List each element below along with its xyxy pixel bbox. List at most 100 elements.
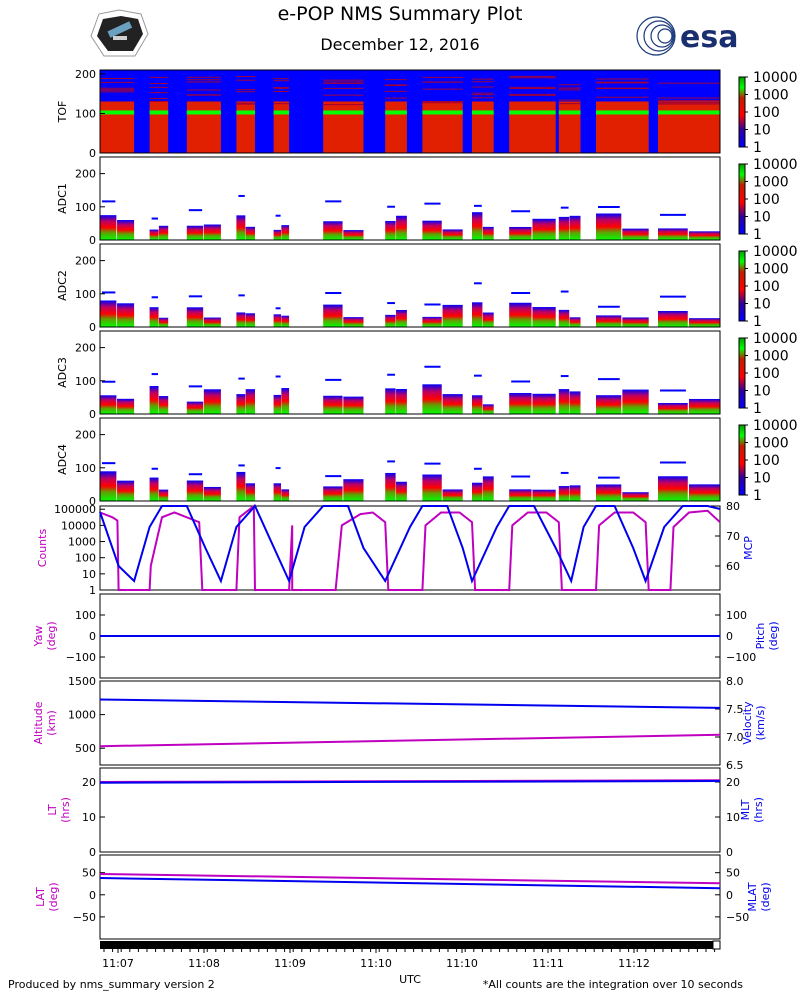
spectrogram-y-tick-label: 200 bbox=[75, 342, 96, 355]
tof-burst bbox=[596, 101, 649, 153]
mlt-ylabel-unit: (hrs) bbox=[752, 797, 765, 823]
x-tick-label: 11:10 bbox=[446, 957, 478, 970]
pitch-tick-label: −100 bbox=[726, 651, 756, 664]
adc-burst bbox=[149, 229, 159, 240]
colorbar-tick-label: 1000 bbox=[753, 436, 789, 452]
tof-burst-band bbox=[149, 110, 169, 115]
adc-burst bbox=[532, 393, 556, 414]
yaw-tick-label: 0 bbox=[89, 630, 96, 643]
adc-burst bbox=[569, 317, 581, 327]
esa-logo-text: esa bbox=[680, 20, 738, 55]
colorbar-tick-label: 10 bbox=[753, 297, 771, 313]
spectrogram-y-tick-label: 100 bbox=[75, 107, 96, 120]
velocity-tick-label: 8.0 bbox=[726, 675, 744, 688]
lt-ylabel-unit: (hrs) bbox=[59, 797, 72, 823]
colorbar-tick-label: 1 bbox=[753, 314, 762, 330]
colorbar-tick-label: 100 bbox=[753, 453, 780, 469]
adc-burst bbox=[100, 300, 117, 327]
lat-series bbox=[99, 873, 721, 885]
mlat-tick-label: 50 bbox=[726, 867, 740, 880]
adc-burst bbox=[343, 230, 364, 240]
velocity-ylabel-unit: (km/s) bbox=[754, 705, 767, 740]
spectrogram-ylabel: ADC2 bbox=[56, 270, 69, 301]
adc-burst bbox=[396, 215, 407, 240]
counts-series bbox=[99, 503, 721, 591]
time-coverage-bar bbox=[100, 941, 713, 949]
adc-burst bbox=[482, 476, 494, 501]
counts-tick-label: 10000 bbox=[61, 519, 96, 532]
lt-mlt-frame bbox=[99, 767, 721, 853]
adc-burst bbox=[100, 471, 117, 501]
colorbar-tick-label: 10 bbox=[753, 210, 771, 226]
adc-burst bbox=[385, 388, 396, 414]
yaw-ylabel-unit: (deg) bbox=[45, 621, 58, 650]
spectrogram-y-tick-label: 0 bbox=[89, 408, 96, 421]
spectrogram-y-tick-label: 200 bbox=[75, 429, 96, 442]
adc-burst bbox=[236, 215, 246, 240]
colorbar bbox=[738, 424, 746, 496]
adc-burst bbox=[422, 384, 442, 414]
spectrogram-y-tick-label: 200 bbox=[75, 168, 96, 181]
adc-burst bbox=[482, 312, 494, 327]
tof-burst bbox=[509, 101, 556, 153]
adc-burst bbox=[245, 313, 255, 327]
adc-burst bbox=[442, 229, 463, 240]
tof-burst-band bbox=[472, 110, 494, 115]
pitch-tick-label: 100 bbox=[726, 609, 747, 622]
adc-burst bbox=[658, 403, 688, 414]
adc-burst bbox=[558, 216, 570, 240]
tof-burst bbox=[323, 101, 364, 153]
x-tick-label: 11:09 bbox=[274, 957, 306, 970]
adc-burst bbox=[236, 471, 246, 501]
adc-burst bbox=[622, 492, 649, 501]
mlt-tick-label: 10 bbox=[726, 811, 740, 824]
tof-burst-band bbox=[658, 110, 720, 115]
yaw-ylabel: Yaw bbox=[32, 626, 45, 648]
adc-burst bbox=[158, 396, 169, 414]
adc-burst bbox=[245, 389, 255, 414]
spectrogram-frame bbox=[99, 69, 721, 154]
mlat-ylabel: MLAT bbox=[746, 882, 759, 912]
lat-tick-label: −50 bbox=[73, 911, 96, 924]
lat-tick-label: 50 bbox=[82, 867, 96, 880]
page-title: e-POP NMS Summary Plot bbox=[278, 3, 523, 25]
adc-burst bbox=[117, 398, 135, 414]
colorbar bbox=[738, 337, 746, 409]
x-tick-label: 11:11 bbox=[532, 957, 564, 970]
adc-burst bbox=[442, 304, 463, 327]
adc-burst bbox=[558, 486, 570, 501]
spectrogram-frame bbox=[99, 330, 721, 415]
adc-burst bbox=[596, 213, 622, 240]
produced-by-note: Produced by nms_summary version 2 bbox=[8, 978, 215, 991]
colorbar-tick-label: 100 bbox=[753, 366, 780, 382]
tof-burst-band bbox=[422, 110, 463, 115]
colorbar-tick-label: 1 bbox=[753, 401, 762, 417]
altitude-ylabel-unit: (km) bbox=[45, 710, 58, 736]
x-tick-label: 11:08 bbox=[188, 957, 220, 970]
adc-burst bbox=[100, 215, 117, 240]
lat-mlat-frame bbox=[99, 854, 721, 940]
adc-burst bbox=[236, 312, 246, 327]
adc-burst bbox=[149, 307, 159, 327]
tof-burst bbox=[273, 101, 290, 153]
colorbar-tick-label: 1000 bbox=[753, 262, 789, 278]
mlat-tick-label: 0 bbox=[726, 889, 733, 902]
adc-burst bbox=[343, 479, 364, 501]
altitude-series bbox=[99, 733, 721, 748]
adc-burst bbox=[396, 481, 407, 501]
adc-burst bbox=[422, 220, 442, 240]
spectrogram-frame bbox=[99, 156, 721, 241]
colorbar-tick-label: 1 bbox=[753, 227, 762, 243]
mcp-series bbox=[99, 504, 721, 585]
colorbar-tick-label: 10000 bbox=[753, 70, 798, 86]
adc-burst bbox=[532, 489, 556, 501]
mlt-tick-label: 20 bbox=[726, 776, 740, 789]
yaw-tick-label: 100 bbox=[75, 609, 96, 622]
colorbar-tick-label: 10000 bbox=[753, 157, 798, 173]
adc-burst bbox=[245, 483, 255, 501]
adc-burst bbox=[323, 304, 343, 327]
altitude-tick-label: 1500 bbox=[68, 675, 96, 688]
adc-burst bbox=[569, 485, 581, 501]
x-axis-label: UTC bbox=[399, 973, 421, 986]
